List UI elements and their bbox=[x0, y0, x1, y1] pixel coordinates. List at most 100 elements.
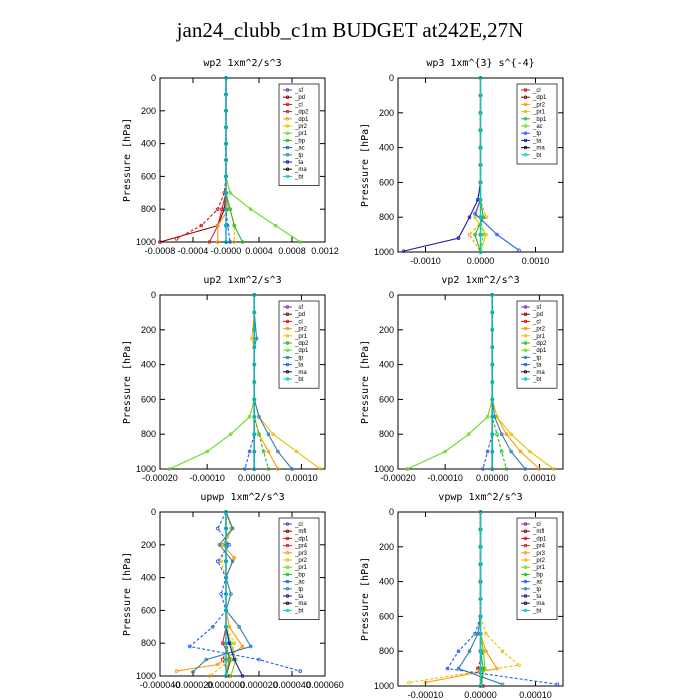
data-point-bt bbox=[490, 310, 495, 315]
y-tick-label: 200 bbox=[141, 106, 156, 116]
data-point-bt bbox=[252, 310, 257, 315]
legend-marker bbox=[285, 529, 290, 533]
data-point-dp2 bbox=[257, 432, 261, 437]
legend-label: _cl bbox=[294, 102, 303, 108]
legend-label: _cl bbox=[532, 88, 541, 94]
data-point-dp1 bbox=[466, 432, 471, 437]
legend-marker bbox=[523, 370, 528, 374]
legend-marker bbox=[285, 117, 290, 121]
y-tick-label: 400 bbox=[379, 143, 394, 153]
data-point-ac bbox=[257, 657, 261, 662]
legend-marker bbox=[285, 145, 290, 150]
y-tick-label: 200 bbox=[379, 108, 394, 118]
data-point-bt bbox=[478, 128, 483, 133]
data-point-bt bbox=[224, 510, 228, 514]
data-point-bt bbox=[478, 198, 483, 202]
x-tick-label: 0.00000 bbox=[238, 473, 271, 483]
legend-label: _bt bbox=[294, 377, 304, 383]
legend-label: _ac bbox=[294, 146, 305, 152]
y-axis-label: Pressure [hPa] bbox=[122, 552, 133, 636]
legend-marker bbox=[285, 305, 290, 309]
data-point-pr2 bbox=[518, 449, 523, 454]
x-tick-label: 0.0004 bbox=[245, 246, 273, 256]
data-point-ac bbox=[215, 559, 220, 563]
legend-label: _ac bbox=[532, 580, 543, 586]
legend-label: _pr1 bbox=[294, 565, 308, 571]
data-point-bt bbox=[478, 510, 483, 514]
legend-marker bbox=[523, 572, 528, 577]
series-line-dp2 bbox=[253, 295, 269, 470]
y-tick-label: 1000 bbox=[374, 464, 394, 474]
data-point-bt bbox=[224, 240, 228, 244]
data-point-bt bbox=[478, 527, 483, 532]
data-point-bt bbox=[252, 467, 257, 471]
data-point-bt bbox=[252, 362, 257, 367]
data-point-ac bbox=[445, 666, 450, 671]
data-point-bt bbox=[224, 174, 228, 179]
data-point-bt bbox=[478, 145, 483, 150]
data-point-ac bbox=[298, 669, 303, 673]
panel-title: vpwp 1xm^2/s^3 bbox=[438, 492, 522, 503]
y-tick-label: 800 bbox=[141, 638, 156, 648]
data-point-bt bbox=[490, 467, 495, 471]
legend-marker bbox=[523, 594, 528, 598]
data-point-tp bbox=[230, 526, 235, 531]
y-tick-label: 400 bbox=[141, 139, 156, 149]
data-point-bt bbox=[252, 293, 257, 297]
data-point-pr1 bbox=[473, 215, 477, 220]
y-tick-label: 1000 bbox=[136, 464, 156, 474]
data-point-ac bbox=[555, 682, 560, 687]
data-point-pr2 bbox=[407, 680, 411, 685]
legend-box bbox=[278, 517, 320, 620]
legend-label: _pr2 bbox=[294, 124, 308, 130]
legend-marker bbox=[285, 174, 290, 179]
data-point-dp2 bbox=[261, 449, 266, 454]
legend-marker bbox=[523, 565, 528, 569]
data-point-bt bbox=[224, 624, 228, 629]
legend-marker bbox=[285, 319, 290, 324]
x-tick-label: -0.00010 bbox=[189, 473, 225, 483]
legend-label: _dp1 bbox=[532, 95, 547, 101]
y-tick-label: 800 bbox=[379, 429, 394, 439]
data-point-bt bbox=[478, 579, 483, 584]
data-point-bt bbox=[224, 223, 228, 228]
data-point-pr2 bbox=[517, 663, 521, 667]
y-tick-label: 200 bbox=[141, 540, 156, 550]
data-point-ta bbox=[243, 467, 247, 471]
data-point-cl bbox=[199, 223, 204, 228]
legend-label: _pr2 bbox=[532, 102, 546, 108]
data-point-pr3 bbox=[174, 669, 179, 673]
data-point-dp1 bbox=[167, 467, 172, 471]
data-point-dp2 bbox=[207, 240, 212, 244]
data-point-bt bbox=[478, 684, 483, 688]
y-tick-label: 800 bbox=[141, 204, 156, 214]
x-tick-label: 0.00010 bbox=[285, 473, 318, 483]
data-point-pr1 bbox=[248, 207, 253, 212]
x-tick-label: 0.000060 bbox=[306, 680, 344, 690]
legend-label: _sf bbox=[294, 305, 303, 311]
legend-label: _pr2 bbox=[532, 327, 546, 333]
legend-marker bbox=[523, 377, 528, 381]
legend-marker bbox=[523, 95, 528, 99]
x-tick-label: 0.000020 bbox=[240, 680, 278, 690]
legend-marker bbox=[523, 153, 528, 157]
x-tick-label: 0.0010 bbox=[522, 256, 550, 266]
y-tick-label: 600 bbox=[141, 605, 156, 615]
data-point-bt bbox=[478, 631, 483, 636]
legend-label: _dp2 bbox=[532, 341, 547, 347]
data-point-pr2 bbox=[232, 641, 237, 645]
legend-marker bbox=[523, 109, 528, 114]
legend-label: _mfl bbox=[294, 529, 306, 535]
data-point-pr1 bbox=[551, 467, 556, 471]
legend-label: _dp1 bbox=[532, 536, 547, 542]
panel-title: vp2 1xm^2/s^3 bbox=[441, 275, 519, 286]
legend-marker bbox=[285, 377, 290, 381]
legend-label: _tp bbox=[294, 153, 304, 159]
data-point-pr2 bbox=[484, 631, 488, 636]
series-line-ta bbox=[403, 78, 482, 252]
data-point-bp bbox=[228, 207, 232, 212]
legend-marker bbox=[285, 312, 290, 316]
legend-label: _pr1 bbox=[294, 131, 308, 137]
legend-marker bbox=[285, 102, 290, 107]
legend-label: _dp1 bbox=[294, 348, 309, 354]
